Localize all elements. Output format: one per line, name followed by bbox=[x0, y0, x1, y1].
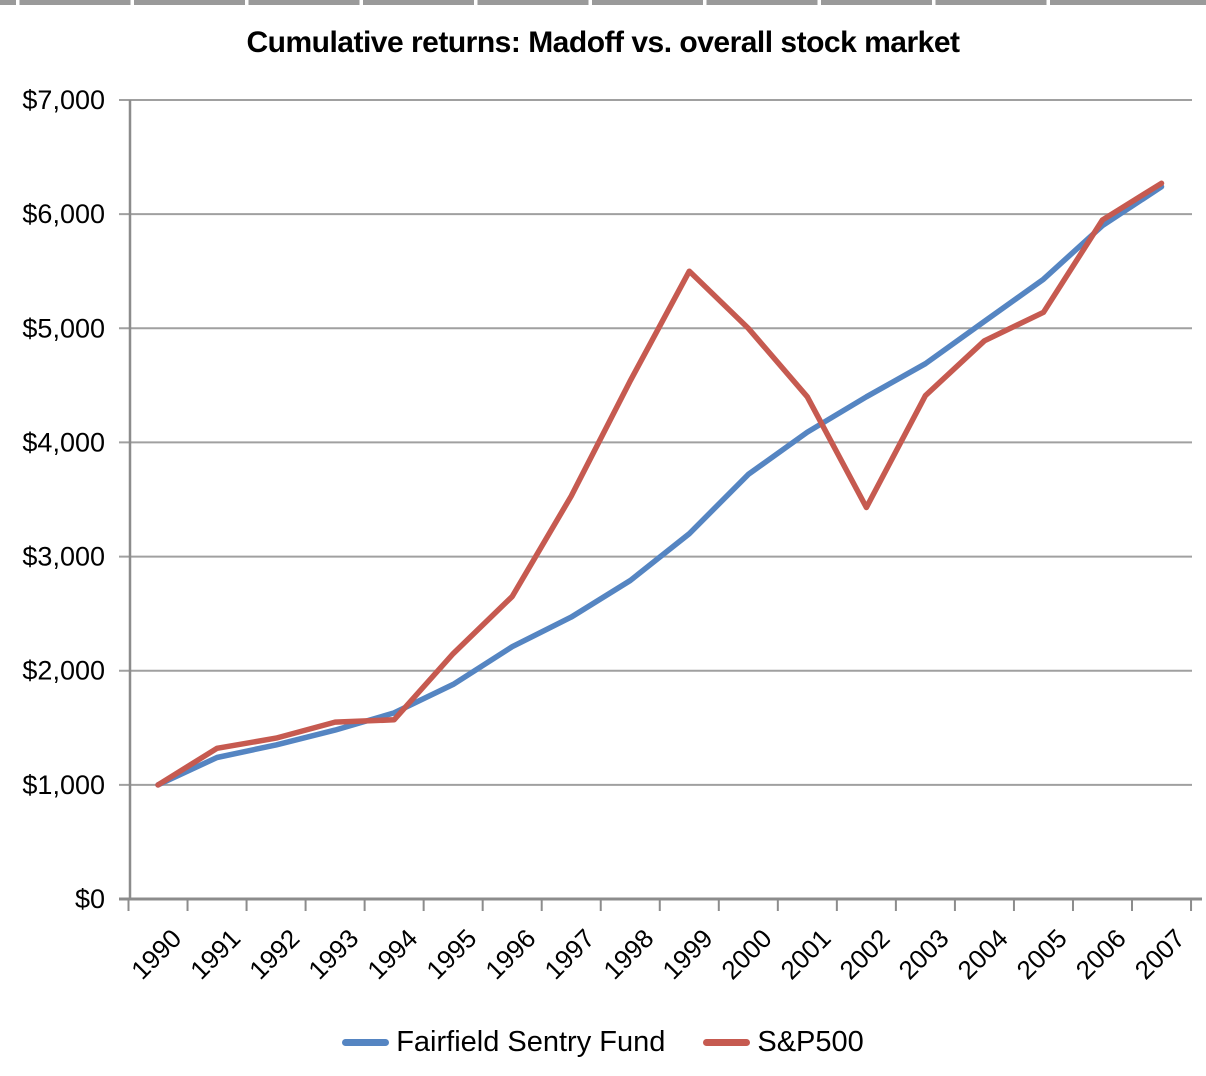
x-tick-label: 2005 bbox=[1011, 923, 1073, 985]
x-tick-label: 2003 bbox=[893, 923, 955, 985]
x-tick-label: 1990 bbox=[125, 923, 187, 985]
chart-legend: Fairfield Sentry Fund S&P500 bbox=[0, 1018, 1206, 1066]
fairfield-line-swatch bbox=[342, 1038, 390, 1046]
x-tick-label: 1999 bbox=[656, 923, 718, 985]
y-tick-label: $2,000 bbox=[22, 656, 105, 686]
legend-entry-sp500: S&P500 bbox=[703, 1025, 864, 1059]
legend-label-fairfield: Fairfield Sentry Fund bbox=[396, 1025, 666, 1058]
legend-entry-fairfield: Fairfield Sentry Fund bbox=[342, 1026, 665, 1059]
x-tick-label: 2002 bbox=[834, 923, 896, 985]
x-tick-label: 1993 bbox=[302, 923, 364, 985]
x-tick-label: 2006 bbox=[1070, 923, 1132, 985]
sp500-line bbox=[155, 180, 1165, 788]
y-tick-label: $0 bbox=[75, 884, 105, 914]
x-tick-label: 1991 bbox=[184, 923, 246, 985]
y-tick-label: $6,000 bbox=[22, 199, 105, 229]
x-tick-label: 1998 bbox=[597, 923, 659, 985]
legend-label-sp500: S&P500 bbox=[757, 1025, 864, 1058]
y-tick-label: $5,000 bbox=[22, 313, 105, 343]
x-tick-label: 2000 bbox=[715, 923, 777, 985]
top-edge-crop-artifact bbox=[0, 0, 1206, 5]
x-tick-label: 1997 bbox=[538, 923, 600, 985]
x-tick-label: 2001 bbox=[774, 923, 836, 985]
x-tick-label: 1996 bbox=[479, 923, 541, 985]
x-tick-label: 2004 bbox=[952, 923, 1014, 985]
y-tick-label: $1,000 bbox=[22, 770, 105, 800]
x-tick-label: 2007 bbox=[1129, 923, 1191, 985]
x-tick-label: 1994 bbox=[361, 923, 423, 985]
x-tick-label: 1992 bbox=[243, 923, 305, 985]
y-tick-label: $7,000 bbox=[22, 85, 105, 115]
x-tick-label: 1995 bbox=[420, 923, 482, 985]
chart-title: Cumulative returns: Madoff vs. overall s… bbox=[246, 26, 960, 59]
y-tick-label: $3,000 bbox=[22, 542, 105, 572]
fairfield-sentry-line bbox=[155, 183, 1165, 788]
sp500-line-swatch bbox=[703, 1038, 751, 1046]
y-tick-label: $4,000 bbox=[22, 427, 105, 457]
